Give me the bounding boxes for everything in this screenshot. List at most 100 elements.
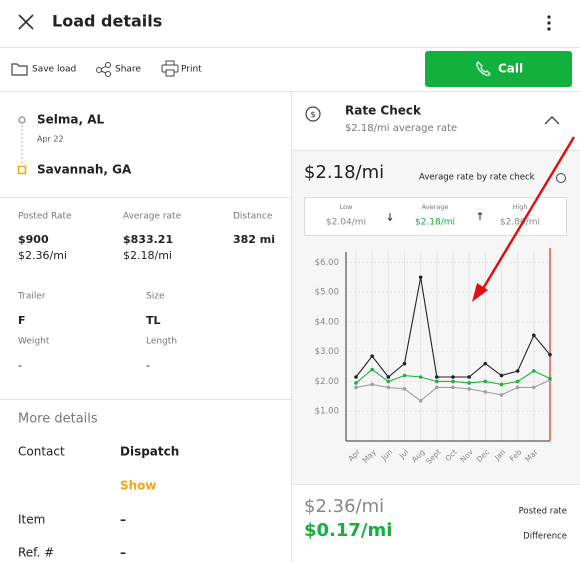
share-label: Share	[115, 65, 141, 75]
data-point	[418, 399, 423, 403]
more-menu[interactable]	[547, 15, 551, 31]
data-point	[418, 275, 423, 280]
data-point	[402, 387, 407, 391]
save-load-button[interactable]: Save load	[11, 63, 76, 76]
detail-label: Contact	[18, 445, 65, 459]
origin: Selma, AL	[37, 113, 105, 127]
rate-label: Distance	[233, 212, 273, 222]
data-point	[370, 382, 374, 387]
equipment-value: -	[18, 359, 22, 372]
y-tick-label: $3.00	[315, 347, 339, 357]
data-point	[370, 367, 374, 372]
posted-rate-label: Posted rate	[519, 507, 567, 517]
data-point	[418, 375, 423, 379]
posted-rate: $2.36/mi	[304, 496, 384, 517]
data-point	[435, 379, 439, 384]
data-point	[435, 375, 439, 379]
difference: $0.17/mi	[304, 520, 392, 541]
detail-value: –	[120, 513, 126, 527]
rate-label: Posted Rate	[18, 212, 72, 222]
range-value: $2.18/mi	[415, 218, 455, 228]
range-label: High	[513, 203, 528, 211]
detail-value: –	[120, 546, 126, 560]
data-point	[370, 354, 374, 358]
data-point	[402, 361, 407, 366]
data-point	[532, 333, 536, 338]
rate-check-title: Rate Check	[345, 104, 422, 118]
call-button[interactable]: Call	[425, 51, 572, 87]
destination: Savannah, GA	[37, 163, 132, 177]
rate-label: Average rate	[123, 212, 182, 222]
data-point	[435, 385, 439, 390]
print-button[interactable]: Print	[161, 60, 202, 77]
data-point	[499, 382, 504, 387]
data-point	[499, 393, 504, 397]
y-tick-label: $4.00	[315, 317, 339, 327]
origin-marker	[18, 116, 26, 124]
data-point	[532, 385, 536, 390]
up-arrow	[477, 211, 483, 220]
data-point	[354, 375, 358, 379]
y-tick-label: $2.00	[315, 377, 339, 387]
data-point	[548, 352, 552, 357]
data-point	[467, 387, 471, 391]
rate-value: $833.21	[123, 233, 173, 246]
equipment-value: F	[18, 314, 26, 327]
collapse-icon[interactable]	[544, 116, 560, 125]
data-point	[451, 385, 455, 390]
detail-label: Ref. #	[18, 546, 54, 560]
range-value: $2.04/mi	[326, 218, 366, 228]
data-point	[402, 373, 407, 378]
range-label: Low	[340, 203, 353, 211]
difference-label: Difference	[523, 532, 567, 542]
detail-label: Item	[18, 513, 45, 527]
equipment-value: -	[146, 359, 150, 372]
data-point	[483, 390, 488, 394]
data-point	[483, 379, 488, 384]
data-point	[386, 379, 391, 384]
info-icon[interactable]	[556, 173, 566, 183]
data-point	[515, 385, 520, 390]
y-tick-label: $6.00	[315, 258, 339, 268]
range-label: Average	[422, 203, 449, 211]
y-tick-label: $1.00	[315, 407, 339, 417]
print-label: Print	[181, 65, 202, 75]
y-tick-label: $5.00	[315, 288, 339, 298]
destination-marker	[17, 165, 27, 175]
annotation-arrow	[472, 136, 576, 302]
down-arrow	[387, 213, 393, 222]
data-point	[548, 376, 552, 381]
detail-value: Dispatch	[120, 445, 179, 459]
data-point	[532, 369, 536, 373]
close-icon[interactable]	[18, 14, 34, 30]
share-button[interactable]: Share	[96, 62, 142, 77]
data-point	[515, 379, 520, 384]
equipment-label: Size	[146, 292, 165, 302]
dollar-icon	[305, 106, 321, 122]
show-link[interactable]: Show	[120, 479, 157, 493]
data-point	[386, 375, 391, 379]
data-point	[483, 361, 488, 366]
average-rate: $2.18/mi	[304, 162, 384, 183]
section-title: More details	[18, 412, 98, 427]
data-point	[354, 385, 358, 390]
data-point	[354, 381, 358, 385]
equipment-value: TL	[146, 314, 161, 327]
data-point	[451, 375, 455, 379]
rate-check-subtitle: $2.18/mi average rate	[345, 123, 457, 134]
call-label: Call	[498, 62, 523, 76]
data-point	[467, 381, 471, 385]
data-point	[451, 379, 455, 384]
data-point	[499, 373, 504, 378]
data-point	[467, 375, 471, 379]
svg-text:$: $	[310, 110, 315, 119]
page-title: Load details	[52, 12, 162, 31]
save-load-label: Save load	[32, 65, 76, 75]
range-value: $2.80/mi	[500, 218, 540, 228]
range-box	[304, 197, 567, 236]
equipment-label: Trailer	[17, 292, 46, 302]
rate-per-mile: $2.36/mi	[18, 249, 67, 262]
equipment-label: Weight	[18, 337, 50, 347]
